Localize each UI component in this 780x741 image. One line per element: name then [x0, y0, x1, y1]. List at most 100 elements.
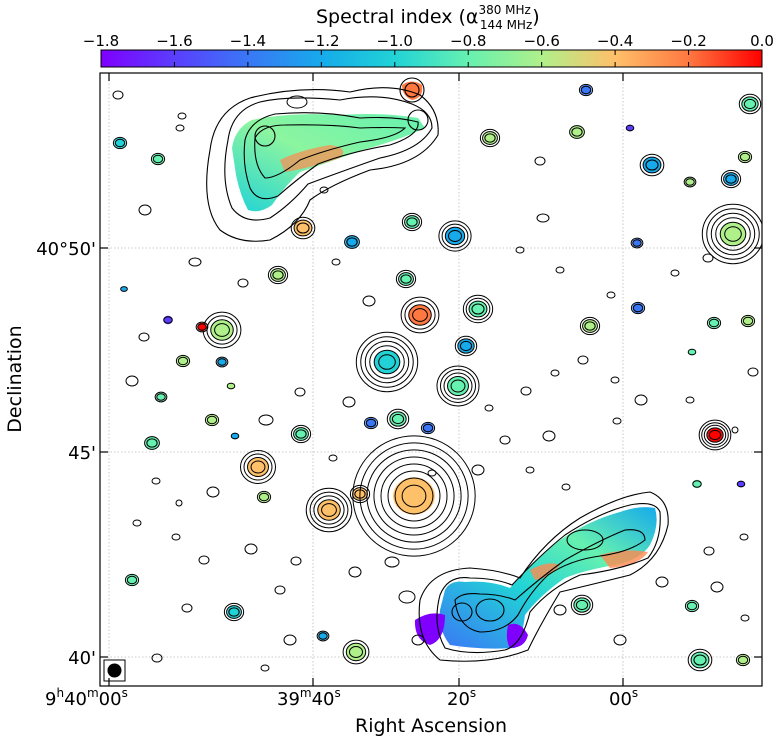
- source-contour: [692, 480, 702, 488]
- faint-contour: [112, 90, 124, 100]
- x-tick-label-0: 9h40m00s: [45, 686, 128, 710]
- source-contour: [632, 303, 644, 313]
- source-colour: [739, 151, 751, 163]
- source-contour: [163, 316, 173, 324]
- faint-contour: [171, 533, 181, 541]
- source-contour: [447, 376, 469, 396]
- source-contour: [197, 323, 207, 331]
- faint-contour: [132, 519, 142, 527]
- source-contour: [736, 480, 746, 488]
- faint-contour: [181, 603, 193, 613]
- colorbar-ticks: −1.8 −1.6 −1.4 −1.2 −1.0 −0.8 −0.6 −0.4 −0.2 0.0: [83, 32, 774, 67]
- source-contour: [365, 418, 377, 428]
- source-contour: [703, 424, 727, 446]
- faint-contour: [125, 375, 139, 387]
- source-colour: [206, 414, 218, 426]
- colorbar-tick-label: −1.6: [156, 32, 192, 50]
- faint-contour: [177, 112, 187, 120]
- faint-contour: [542, 430, 556, 442]
- source-colour: [688, 348, 696, 356]
- source-contour: [309, 491, 349, 529]
- faint-contour: [613, 634, 627, 646]
- faint-contour: [702, 253, 714, 263]
- y-tick-label-0: 40°50': [36, 239, 96, 260]
- source-contour: [120, 286, 128, 292]
- faint-contour: [138, 332, 150, 342]
- faint-contour: [536, 213, 550, 223]
- source-contour: [112, 136, 128, 150]
- source-contour: [210, 319, 234, 341]
- source-colour: [114, 137, 126, 149]
- faint-contour: [244, 543, 258, 555]
- faint-contour: [206, 486, 220, 498]
- source-colour: [447, 376, 469, 396]
- source-contour: [389, 411, 407, 427]
- source-contour: [406, 217, 418, 227]
- source-contour: [737, 150, 753, 164]
- source-colour: [632, 302, 644, 314]
- source-colour: [258, 491, 270, 503]
- faint-contour: [411, 634, 425, 646]
- source-contour: [479, 128, 501, 148]
- faint-contour: [274, 585, 286, 595]
- source-contour: [706, 427, 724, 443]
- faint-contour: [520, 386, 532, 396]
- source-contour: [412, 308, 428, 322]
- source-contour: [683, 176, 697, 188]
- faint-contour: [612, 417, 622, 425]
- source-contour: [126, 575, 138, 585]
- source-contour: [408, 304, 432, 326]
- source-contour: [723, 172, 739, 186]
- source-colour: [121, 286, 127, 292]
- source-contour: [725, 174, 737, 184]
- source-contour: [690, 651, 710, 669]
- source-contour: [693, 654, 707, 666]
- source-contour: [250, 460, 266, 474]
- source-contour: [579, 316, 601, 336]
- source-colour: [422, 422, 434, 434]
- source-colour: [365, 417, 377, 429]
- source-colour: [317, 499, 341, 521]
- faint-contours: [112, 90, 759, 672]
- source-contour: [468, 300, 488, 318]
- source-contour: [305, 487, 353, 533]
- source-contour: [217, 358, 227, 366]
- y-tick-label-1: 45': [68, 443, 96, 464]
- source-contour: [630, 237, 644, 249]
- faint-contour: [534, 156, 546, 166]
- source-colour: [231, 432, 239, 440]
- source-contour: [364, 340, 410, 384]
- source-contour: [484, 133, 496, 143]
- source-contour: [698, 419, 732, 451]
- faint-contour: [606, 291, 616, 299]
- nw-tail-source: [206, 77, 439, 242]
- colorbar-label: Spectral index (α380 MHz 144 MHz): [316, 3, 540, 32]
- source-contour: [391, 413, 405, 425]
- source-contour: [270, 268, 286, 282]
- source-contour: [706, 316, 722, 330]
- source-colour: [177, 355, 189, 367]
- source-contour: [154, 391, 168, 403]
- source-colour: [692, 479, 702, 489]
- source-colour: [227, 382, 235, 390]
- source-contour: [144, 436, 160, 450]
- source-contour: [387, 470, 441, 522]
- source-colour: [626, 124, 634, 132]
- plot-area: [100, 73, 762, 686]
- source-colour: [247, 457, 269, 477]
- source-contour: [378, 354, 396, 370]
- x-tick-label-3: 00s: [609, 686, 638, 710]
- source-colour: [708, 317, 720, 329]
- source-contour: [582, 319, 598, 333]
- colorbar-tick-label: −1.2: [303, 32, 339, 50]
- faint-contour: [577, 355, 589, 365]
- source-contour: [293, 427, 309, 441]
- y-axis-label: Declination: [4, 325, 26, 432]
- source-colour: [126, 574, 138, 586]
- source-contour: [152, 154, 164, 164]
- source-contour: [398, 272, 414, 286]
- source-contour: [639, 153, 665, 177]
- colorbar-tick-label: −1.8: [83, 32, 119, 50]
- compact-sources: [112, 83, 762, 672]
